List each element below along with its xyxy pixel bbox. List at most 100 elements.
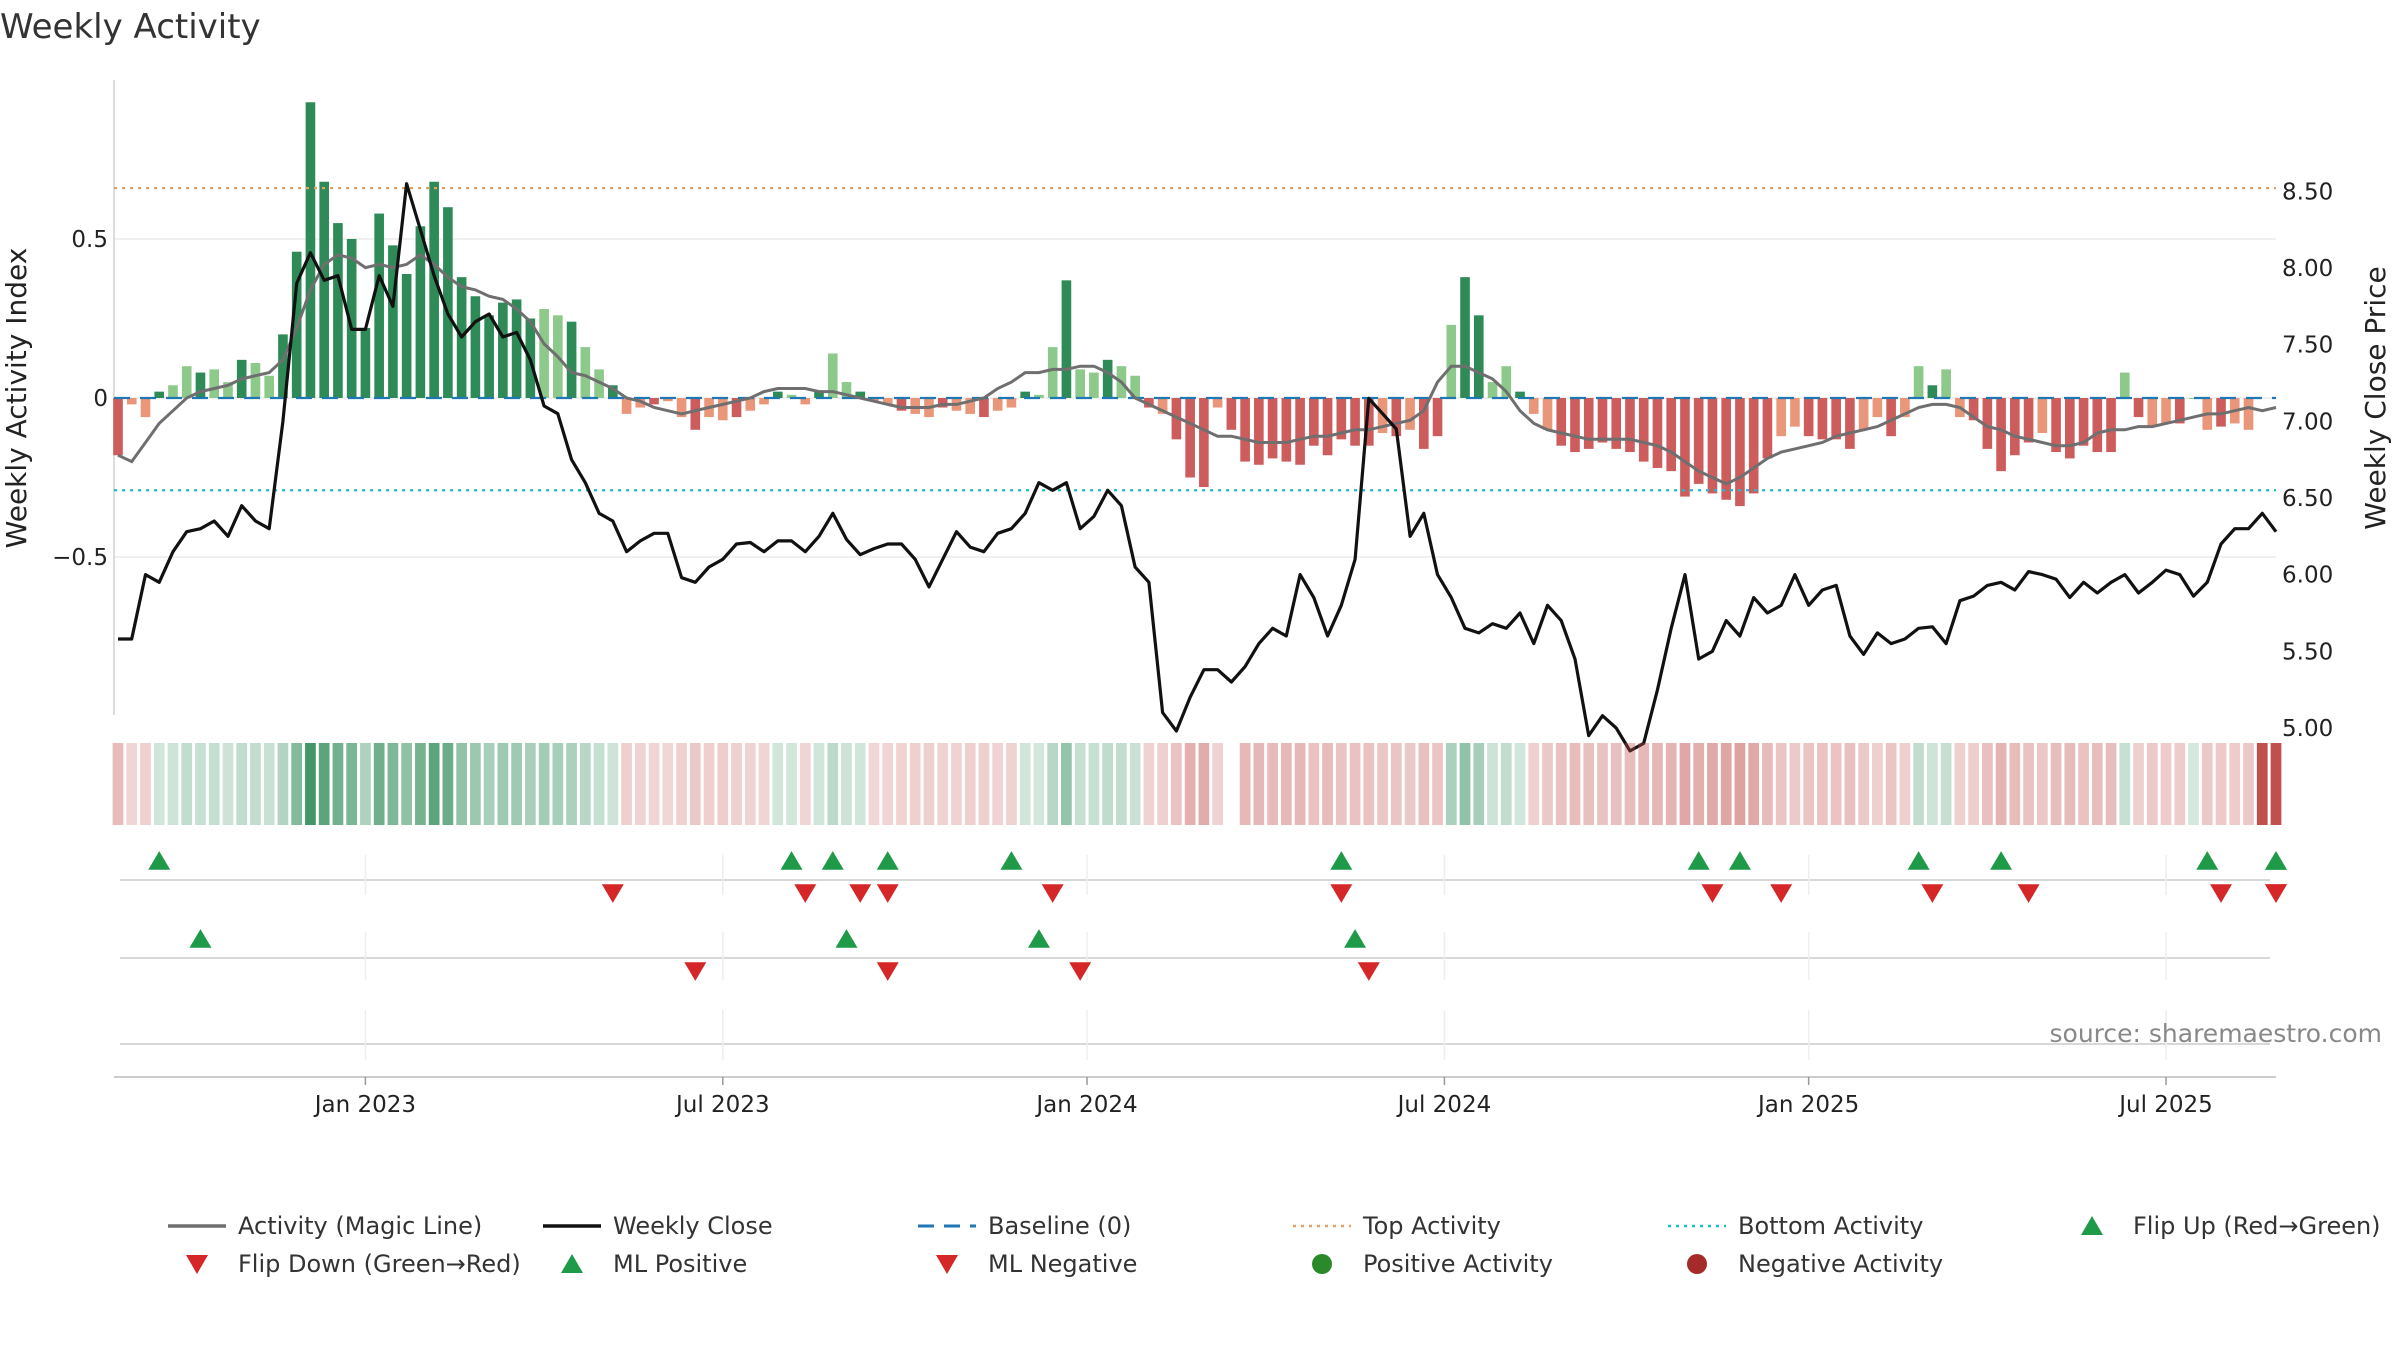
activity-bar	[717, 398, 728, 421]
flip-down-marker	[1330, 884, 1353, 903]
heat-cell	[181, 743, 193, 825]
heat-cell	[813, 743, 825, 825]
heat-cell	[662, 743, 674, 825]
legend-triangle-up-icon	[561, 1254, 583, 1273]
markers	[148, 851, 2287, 981]
heat-cell	[1927, 743, 1938, 825]
heat-cell	[1583, 743, 1595, 825]
heat-cell	[1143, 743, 1155, 825]
heat-cell	[1473, 743, 1485, 825]
heat-cell	[1102, 743, 1114, 825]
heat-cell	[758, 743, 770, 825]
activity-bar	[2147, 398, 2158, 427]
activity-bar	[566, 321, 577, 398]
legend-item: ML Positive	[561, 1250, 747, 1278]
activity-bar	[1790, 398, 1800, 427]
activity-bar	[1157, 398, 1168, 414]
activity-bar	[759, 398, 769, 405]
activity-bar	[827, 353, 838, 398]
heat-cell	[1995, 743, 2007, 825]
activity-bar	[401, 273, 412, 398]
magic-line-series	[117, 253, 2277, 486]
heat-cell	[1954, 743, 1966, 825]
heat-cell	[703, 743, 715, 825]
activity-bar	[1666, 398, 1677, 472]
activity-bar	[1528, 398, 1539, 414]
heat-cell	[1198, 743, 1210, 825]
heat-cell	[1817, 743, 1828, 825]
heat-cell	[497, 743, 509, 825]
legend-item: ML Negative	[936, 1250, 1137, 1278]
heat-cell	[1981, 743, 1993, 825]
activity-bar	[2065, 398, 2075, 459]
x-tick-label: Jul 2023	[674, 1092, 770, 1118]
flip-up-marker	[821, 851, 844, 870]
activity-bar	[168, 385, 178, 398]
heat-cell	[868, 743, 880, 825]
heat-cell	[250, 743, 261, 825]
heat-cell	[552, 743, 564, 825]
heat-cell	[1830, 743, 1842, 825]
heat-cell	[1500, 743, 1512, 825]
legend-item: Activity (Magic Line)	[168, 1212, 482, 1240]
heat-cell	[1514, 743, 1526, 825]
activity-bar	[869, 398, 879, 402]
legend-circle-icon	[1312, 1254, 1332, 1274]
activity-bar	[1336, 398, 1347, 440]
flip-up-marker	[148, 851, 171, 870]
activity-bar	[1034, 394, 1044, 398]
activity-bar	[1886, 398, 1896, 437]
activity-bar	[979, 398, 989, 418]
y2-tick-label: 8.00	[2282, 256, 2333, 282]
heat-cell	[360, 743, 371, 825]
heat-cell	[1267, 743, 1278, 825]
legend-label: Flip Down (Green→Red)	[238, 1250, 521, 1278]
activity-bar	[305, 102, 316, 398]
activity-bar	[346, 239, 357, 398]
weekly-close-series	[118, 182, 2278, 753]
activity-bar	[1322, 398, 1333, 456]
heat-cell	[524, 743, 536, 825]
heat-cell	[291, 743, 303, 825]
heat-cell	[1322, 743, 1333, 825]
heat-cell	[2160, 743, 2172, 825]
activity-bar	[498, 302, 508, 398]
heat-cell	[744, 743, 756, 825]
activity-bar	[2106, 398, 2116, 453]
heat-cell	[140, 743, 151, 825]
ml-positive-marker	[189, 929, 212, 948]
activity-bar	[140, 398, 151, 418]
flip-down-marker	[849, 884, 872, 903]
activity-bar	[415, 226, 426, 398]
flip-up-marker	[876, 851, 899, 870]
heat-cell	[332, 743, 344, 825]
legend-item: Baseline (0)	[918, 1212, 1131, 1240]
activity-bar	[2133, 398, 2144, 418]
heat-cell	[263, 743, 275, 825]
heat-cell	[896, 743, 907, 825]
heat-cell	[1047, 743, 1059, 825]
legend-label: Negative Activity	[1738, 1250, 1943, 1278]
activity-bar	[1089, 372, 1099, 398]
heat-cell	[1487, 743, 1498, 825]
activity-bar	[360, 328, 371, 398]
activity-bar	[2119, 372, 2130, 398]
legend-triangle-down-icon	[186, 1255, 208, 1274]
heat-cell	[1789, 743, 1801, 825]
source-credit: source: sharemaestro.com	[2050, 1019, 2383, 1048]
y-tick-label: 0.5	[71, 227, 108, 253]
heat-cell	[1445, 743, 1457, 825]
ml-positive-marker	[835, 929, 858, 948]
activity-bar	[1900, 398, 1910, 418]
activity-bar	[1061, 280, 1072, 398]
heat-cell	[1858, 743, 1870, 825]
heat-cell	[1555, 743, 1567, 825]
heat-cell	[415, 743, 426, 825]
heat-cell	[1212, 743, 1223, 825]
legend-label: Bottom Activity	[1738, 1212, 1923, 1240]
activity-bar	[1446, 324, 1457, 398]
activity-bar	[1501, 366, 1512, 398]
heat-cell	[772, 743, 784, 825]
activity-bar	[1597, 398, 1608, 443]
activity-bar	[937, 398, 948, 408]
